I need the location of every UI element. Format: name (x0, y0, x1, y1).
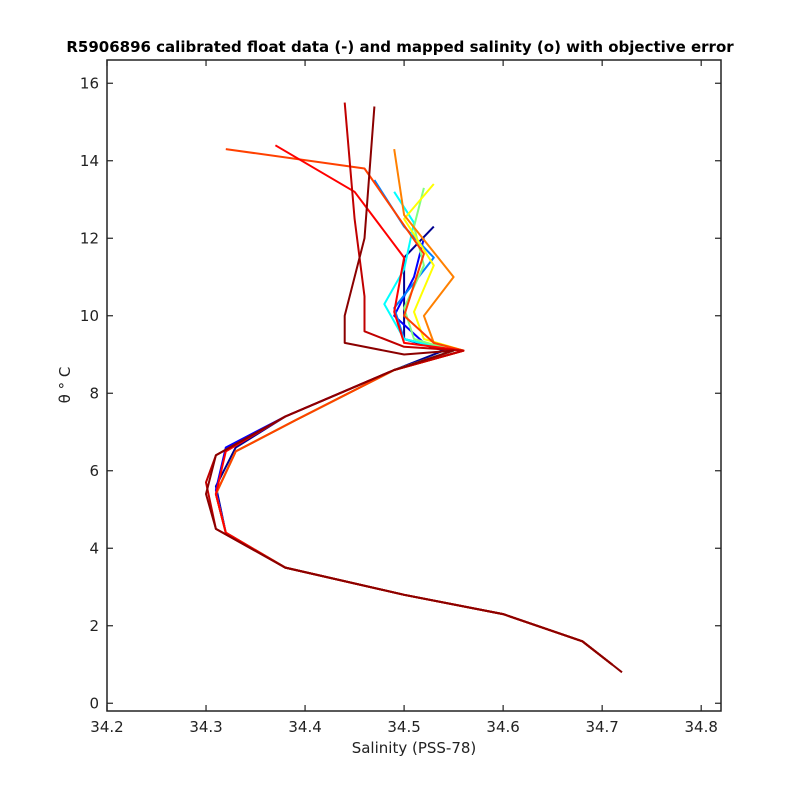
x-tick-label-0: 34.2 (90, 718, 123, 736)
x-tick-label-1: 34.3 (189, 718, 222, 736)
y-tick-label-8: 16 (80, 74, 99, 92)
y-tick-label-0: 0 (89, 694, 99, 712)
chart-title: R5906896 calibrated float data (-) and m… (66, 38, 734, 56)
series-layer (205, 102, 623, 674)
x-tick-label-4: 34.6 (486, 718, 519, 736)
tick-layer: 34.2 34.3 34.4 34.5 34.6 34.7 34.8 0 2 4 6 8 10 12 14 1… (80, 60, 721, 736)
y-tick-label-1: 2 (89, 617, 99, 635)
x-tick-label-5: 34.7 (585, 718, 618, 736)
series-line-11 (205, 106, 623, 674)
x-tick-label-3: 34.5 (387, 718, 420, 736)
y-tick-label-5: 10 (80, 307, 99, 325)
plot-area (107, 60, 721, 711)
y-axis-label: θ ° C (56, 367, 74, 404)
y-tick-label-3: 6 (89, 462, 99, 480)
x-tick-label-2: 34.4 (288, 718, 321, 736)
y-tick-label-7: 14 (80, 152, 99, 170)
y-tick-label-6: 12 (80, 229, 99, 247)
y-tick-label-4: 8 (89, 384, 99, 402)
x-tick-label-6: 34.8 (684, 718, 717, 736)
y-tick-label-2: 4 (89, 539, 99, 557)
x-axis-label: Salinity (PSS-78) (352, 739, 477, 757)
plot-frame (106, 59, 722, 712)
